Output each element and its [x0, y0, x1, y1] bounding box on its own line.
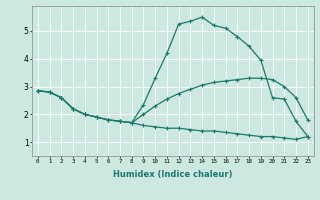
X-axis label: Humidex (Indice chaleur): Humidex (Indice chaleur) — [113, 170, 233, 179]
